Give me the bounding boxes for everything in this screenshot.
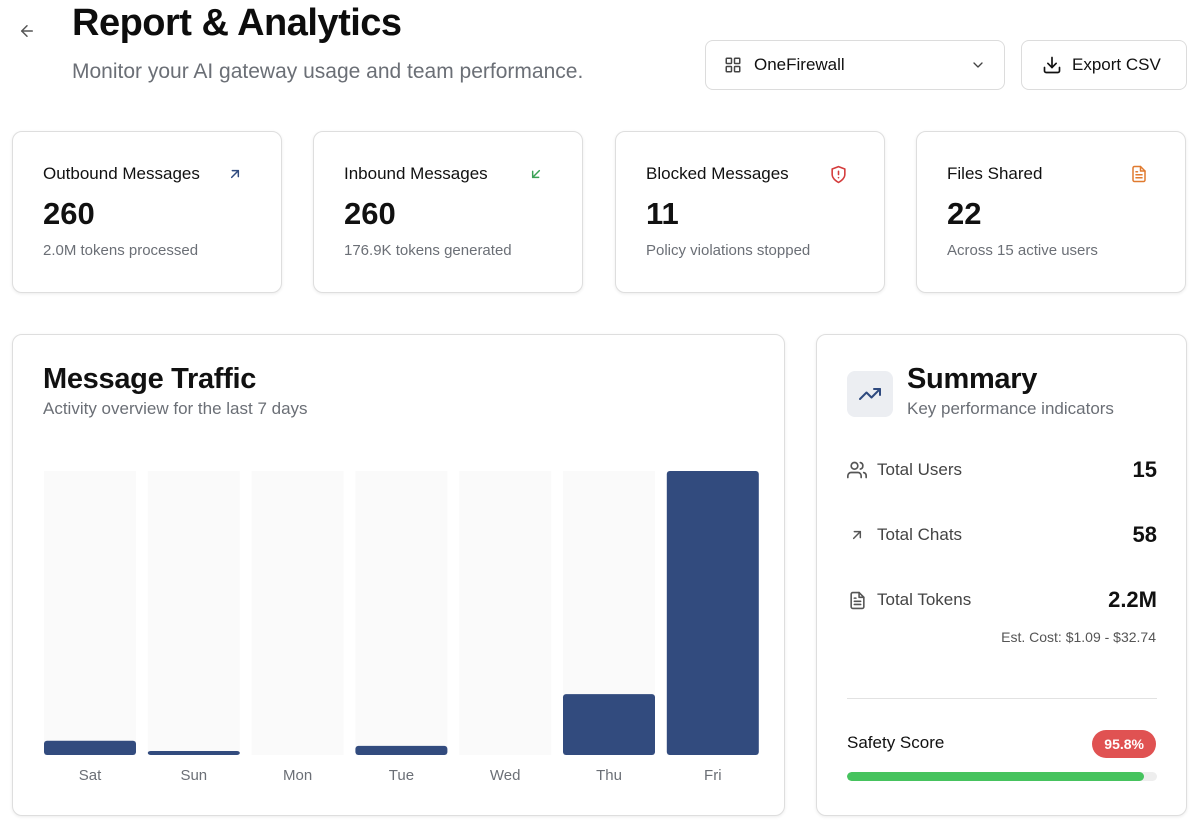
summary-subtitle: Key performance indicators	[907, 399, 1114, 418]
metric-value: 58	[1132, 522, 1157, 547]
stat-subtext: Across 15 active users	[947, 242, 1098, 259]
stat-title: Files Shared	[947, 164, 1043, 183]
stat-card-blocked: Blocked Messages 11 Policy violations st…	[615, 131, 885, 293]
bar-track-wed	[459, 471, 552, 755]
metric-total-tokens: Total Tokens 2.2M	[847, 585, 1157, 615]
stat-title: Inbound Messages	[344, 164, 488, 183]
divider	[847, 698, 1157, 699]
stat-subtext: Policy violations stopped	[646, 242, 811, 259]
bar-track-mon	[251, 471, 344, 755]
summary-title: Summary	[907, 363, 1038, 395]
arrow-down-left-icon	[526, 164, 546, 184]
metric-label: Total Tokens	[877, 590, 972, 609]
file-text-icon	[847, 590, 867, 610]
back-button[interactable]	[14, 18, 40, 44]
x-tick-label: Tue	[389, 767, 414, 784]
bar-track-sat	[44, 471, 136, 755]
x-tick-label: Mon	[283, 767, 312, 784]
shield-alert-icon	[828, 164, 848, 184]
safety-score-progress-fill	[847, 772, 1144, 781]
x-tick-label: Fri	[704, 767, 722, 784]
stat-subtext: 2.0M tokens processed	[43, 242, 199, 259]
metric-label: Total Chats	[877, 525, 963, 544]
workspace-select-value: OneFirewall	[754, 55, 845, 74]
download-icon	[1043, 56, 1061, 74]
metric-value: 2.2M	[1108, 587, 1157, 612]
users-icon	[847, 460, 867, 480]
arrow-up-right-icon	[847, 525, 867, 545]
export-csv-label: Export CSV	[1072, 55, 1161, 74]
stat-card-outbound: Outbound Messages 260 2.0M tokens proces…	[12, 131, 282, 293]
summary-card: Summary Key performance indicators Total…	[816, 334, 1187, 816]
stat-card-files: Files Shared 22 Across 15 active users	[916, 131, 1186, 293]
file-text-icon	[1129, 164, 1149, 184]
estimated-cost: Est. Cost: $1.09 - $32.74	[1001, 629, 1156, 645]
safety-score-progress	[847, 772, 1157, 781]
metric-value: 15	[1132, 457, 1157, 482]
trending-up-icon	[847, 371, 893, 417]
traffic-title: Message Traffic	[43, 363, 257, 395]
bar-thu[interactable]	[563, 694, 655, 755]
stat-value: 260	[43, 196, 95, 231]
bar-fri[interactable]	[666, 471, 759, 755]
metric-total-chats: Total Chats 58	[847, 520, 1157, 550]
x-tick-label: Sun	[180, 767, 207, 784]
x-tick-label: Wed	[490, 767, 521, 784]
bar-track-tue	[355, 471, 448, 755]
page-title: Report & Analytics	[72, 2, 402, 44]
traffic-bar-chart: Sat Sun Mon Tue Wed Thu Fri	[44, 471, 759, 784]
x-tick-label: Thu	[596, 767, 622, 784]
grid-icon	[725, 57, 741, 73]
safety-score-label: Safety Score	[847, 733, 945, 752]
bar-sun[interactable]	[147, 750, 240, 755]
x-tick-label: Sat	[79, 767, 102, 784]
bar-sat[interactable]	[44, 740, 136, 755]
arrow-left-icon	[21, 25, 33, 37]
traffic-subtitle: Activity overview for the last 7 days	[43, 399, 308, 418]
export-csv-button[interactable]: Export CSV	[1021, 40, 1187, 90]
stat-card-inbound: Inbound Messages 260 176.9K tokens gener…	[313, 131, 583, 293]
stat-value: 260	[344, 196, 396, 231]
bar-tue[interactable]	[355, 745, 448, 755]
stat-title: Outbound Messages	[43, 164, 200, 183]
message-traffic-card: Message Traffic Activity overview for th…	[12, 334, 785, 816]
metric-total-users: Total Users 15	[847, 455, 1157, 485]
stat-title: Blocked Messages	[646, 164, 789, 183]
workspace-select[interactable]: OneFirewall	[705, 40, 1005, 90]
stat-value: 11	[646, 196, 679, 231]
metric-label: Total Users	[877, 460, 963, 479]
safety-score-badge: 95.8%	[1092, 730, 1156, 758]
chevron-down-icon	[973, 62, 983, 68]
stat-value: 22	[947, 196, 982, 231]
bar-track-sun	[147, 471, 240, 755]
stat-subtext: 176.9K tokens generated	[344, 242, 512, 259]
arrow-up-right-icon	[225, 164, 245, 184]
page-subtitle: Monitor your AI gateway usage and team p…	[72, 60, 584, 83]
